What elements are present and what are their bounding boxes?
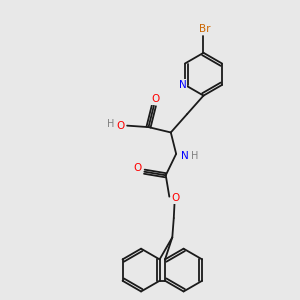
Text: N: N xyxy=(179,80,187,90)
Text: H: H xyxy=(107,119,115,129)
Text: O: O xyxy=(172,193,180,203)
Text: O: O xyxy=(116,121,125,130)
Text: N: N xyxy=(181,151,188,161)
Text: O: O xyxy=(134,163,142,173)
Text: Br: Br xyxy=(199,24,211,34)
Text: H: H xyxy=(191,151,198,161)
Text: O: O xyxy=(151,94,160,104)
